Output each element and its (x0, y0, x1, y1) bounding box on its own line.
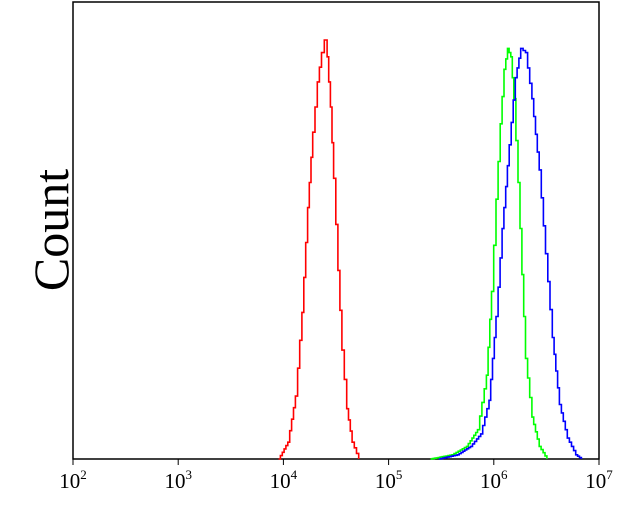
histogram-series-1 (278, 39, 360, 460)
x-tick-label: 106 (480, 467, 508, 493)
x-tick-label: 103 (164, 467, 192, 493)
histogram-series-2 (430, 47, 548, 460)
plot-frame (72, 1, 600, 460)
x-tick-label: 105 (375, 467, 403, 493)
x-axis-ticks: 102 103 104 105 106 107 (59, 459, 613, 493)
histogram-series-3 (438, 47, 583, 460)
x-tick-label: 104 (270, 467, 298, 493)
series-layer (278, 39, 583, 460)
x-tick-label: 107 (585, 467, 613, 493)
x-tick-label: 102 (59, 467, 87, 493)
y-axis-label: Count (23, 169, 79, 291)
